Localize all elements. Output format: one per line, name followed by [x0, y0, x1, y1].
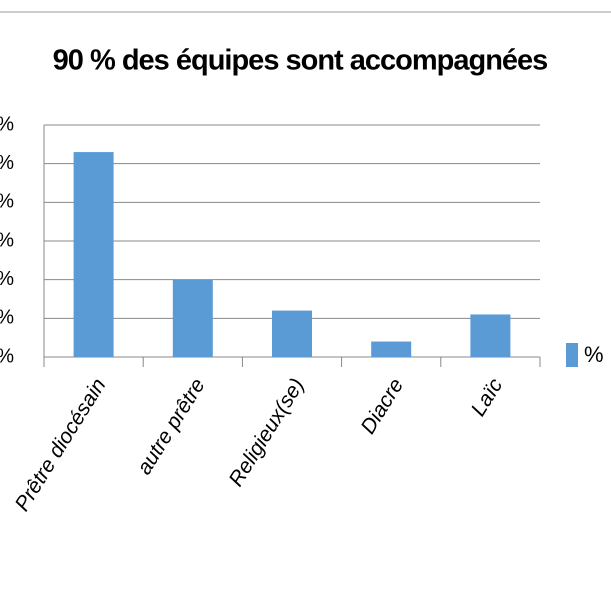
x-tick-label: Prêtre diocésain: [11, 374, 111, 515]
legend-swatch: [566, 343, 578, 367]
y-tick-label: 50 %: [0, 152, 14, 174]
bar: [470, 314, 511, 357]
legend-label: %: [584, 342, 604, 367]
y-tick-label: 0 %: [0, 345, 14, 367]
bar: [73, 152, 114, 357]
chart-title: 90 % des équipes sont accompagnées: [53, 45, 548, 77]
x-tick-label: Laïc: [467, 374, 508, 420]
x-tick-label: autre prêtre: [133, 374, 210, 478]
x-tick-label: Diacre: [356, 374, 408, 438]
y-tick-label: 40 %: [0, 191, 14, 213]
x-tick-label: Religieux(se): [224, 374, 308, 490]
bar: [172, 279, 213, 357]
bar: [272, 310, 312, 357]
y-tick-label: 10 %: [0, 307, 14, 329]
y-tick-label: 60 %: [0, 113, 14, 135]
y-tick-label: 20 %: [0, 268, 14, 290]
bar: [371, 341, 412, 357]
y-tick-label: 30 %: [0, 229, 14, 251]
